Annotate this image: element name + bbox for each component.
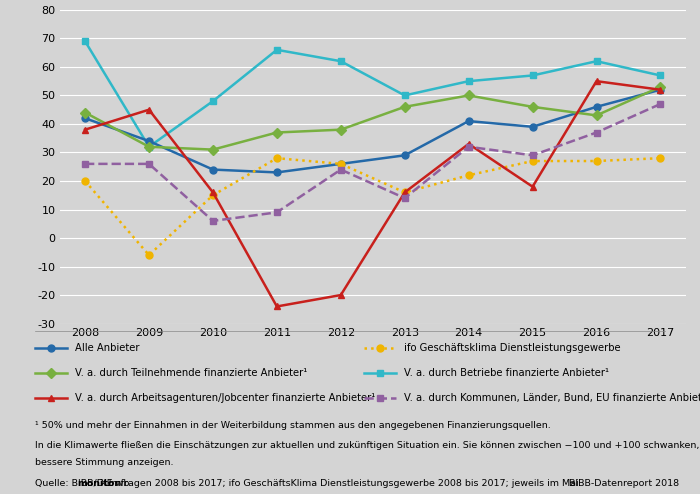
Text: bessere Stimmung anzeigen.: bessere Stimmung anzeigen. [35,458,174,467]
Text: BIBB-Datenreport 2018: BIBB-Datenreport 2018 [569,479,679,488]
Text: ¹ 50% und mehr der Einnahmen in der Weiterbildung stammen aus den angegebenen Fi: ¹ 50% und mehr der Einnahmen in der Weit… [35,421,551,430]
Text: V. a. durch Arbeitsagenturen/Jobcenter finanzierte Anbieter¹: V. a. durch Arbeitsagenturen/Jobcenter f… [75,393,375,403]
Text: V. a. durch Teilnehmende finanzierte Anbieter¹: V. a. durch Teilnehmende finanzierte Anb… [75,368,307,378]
Text: Quelle: BIBB/DIE wb: Quelle: BIBB/DIE wb [35,479,130,488]
Text: In die Klimawerte fließen die Einschätzungen zur aktuellen und zukünftigen Situa: In die Klimawerte fließen die Einschätzu… [35,441,700,450]
Text: V. a. durch Kommunen, Länder, Bund, EU finanzierte Anbieter¹: V. a. durch Kommunen, Länder, Bund, EU f… [404,393,700,403]
Text: V. a. durch Betriebe finanzierte Anbieter¹: V. a. durch Betriebe finanzierte Anbiete… [404,368,609,378]
Text: Alle Anbieter: Alle Anbieter [75,343,139,353]
Text: -Umfragen 2008 bis 2017; ifo GeschäftsKlima Dienstleistungsgewerbe 2008 bis 2017: -Umfragen 2008 bis 2017; ifo GeschäftsKl… [101,479,578,488]
Text: monitor: monitor [77,479,119,488]
Text: ifo Geschäftsklima Dienstleistungsgewerbe: ifo Geschäftsklima Dienstleistungsgewerb… [404,343,620,353]
